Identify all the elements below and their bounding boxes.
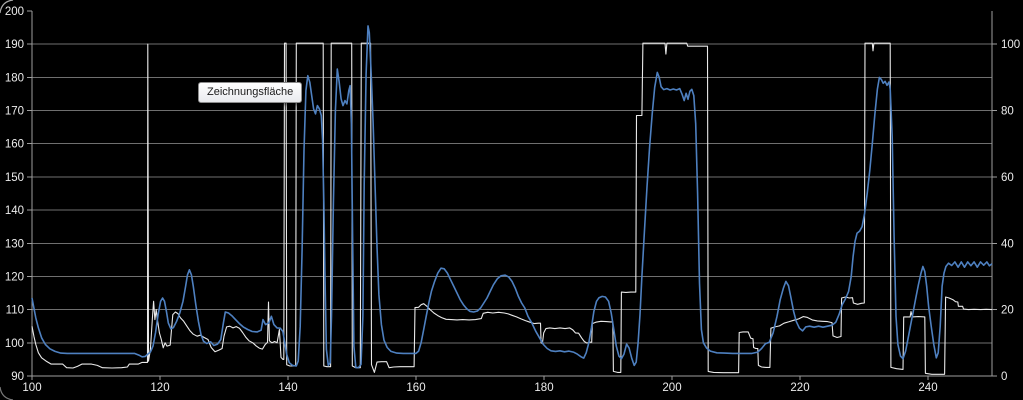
y-axis-left-label: 120: [5, 271, 24, 283]
y-axis-right-label: 100: [1001, 39, 1020, 51]
y-axis-left-label: 90: [11, 371, 24, 383]
y-axis-left-label: 180: [5, 72, 24, 84]
x-axis-label: 220: [790, 382, 809, 394]
x-axis-label: 200: [662, 382, 681, 394]
x-axis-label: 140: [278, 382, 297, 394]
y-axis-left-label: 190: [5, 39, 24, 51]
y-axis-right-label: 20: [1001, 305, 1014, 317]
window-corner-bottom-left: [0, 386, 14, 400]
window-corner-top-left: [0, 0, 14, 14]
plot-area-tooltip: Zeichnungsfläche: [198, 82, 303, 103]
x-axis-label: 160: [406, 382, 425, 394]
y-axis-right-label: 0: [1001, 371, 1007, 383]
y-axis-left-label: 160: [5, 139, 24, 151]
x-axis-label: 120: [150, 382, 169, 394]
white-step-series-line[interactable]: [31, 42, 993, 375]
y-axis-left-label: 170: [5, 106, 24, 118]
y-axis-right-label: 40: [1001, 238, 1014, 250]
y-axis-left-label: 110: [6, 305, 24, 317]
y-axis-left-label: 140: [5, 205, 24, 217]
y-axis-right-label: 80: [1001, 106, 1014, 118]
y-axis-right-label: 60: [1001, 172, 1014, 184]
y-axis-left-label: 200: [5, 6, 24, 18]
plot-area[interactable]: [32, 11, 992, 376]
y-axis-left-label: 100: [5, 338, 24, 350]
x-axis-label: 240: [918, 382, 937, 394]
y-axis-left-label: 130: [5, 238, 24, 250]
x-axis-label: 100: [22, 382, 41, 394]
x-axis-label: 180: [534, 382, 553, 394]
blue-series-line[interactable]: [31, 25, 993, 369]
y-axis-left-label: 150: [5, 172, 24, 184]
